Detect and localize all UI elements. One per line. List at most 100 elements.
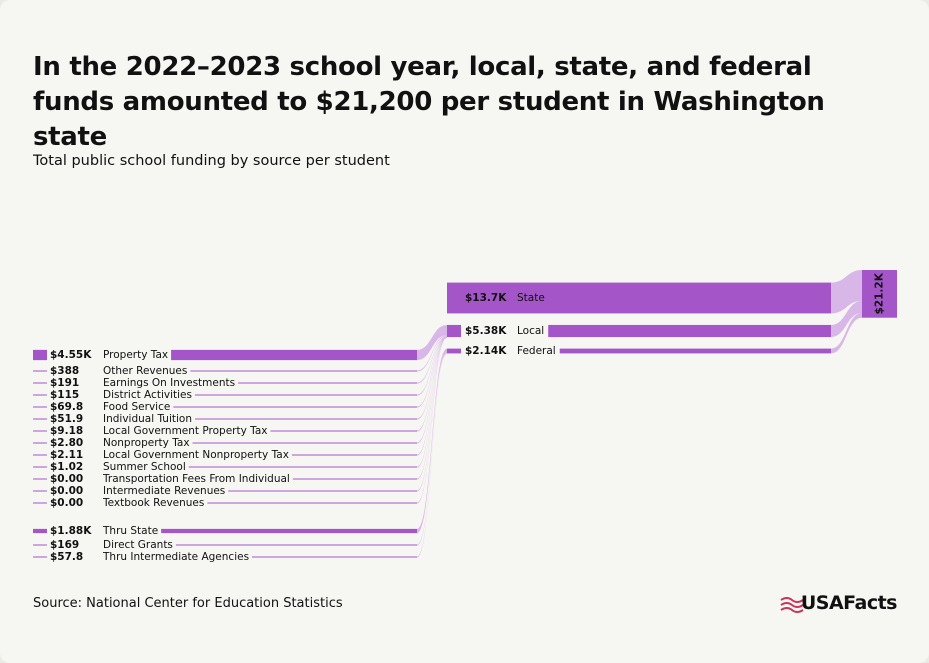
flow [417, 336, 447, 396]
child-value: $115 [50, 389, 79, 401]
child-name: District Activities [103, 389, 192, 401]
child-value: $57.8 [50, 551, 83, 563]
child-value: $0.00 [50, 473, 83, 485]
child-value: $9.18 [50, 425, 83, 437]
flow [417, 337, 447, 480]
child-value: $69.8 [50, 401, 83, 413]
group-name: Federal [517, 345, 556, 357]
group-name: State [517, 292, 545, 304]
child-name: Thru State [102, 525, 158, 537]
child-value: $1.88K [50, 525, 92, 537]
child-marker [33, 430, 47, 432]
child-marker [33, 528, 47, 534]
child-marker [33, 478, 47, 480]
total-label: $21.2K [874, 272, 886, 314]
child-value: $2.11 [50, 449, 83, 461]
child-marker [33, 466, 47, 468]
child-marker [33, 382, 47, 384]
group-name: Local [517, 325, 544, 337]
child-marker [33, 544, 47, 546]
flow [417, 337, 447, 504]
child-name: Local Government Nonproperty Tax [103, 449, 289, 461]
child-value: $191 [50, 377, 79, 389]
child-marker [33, 442, 47, 444]
child-bar [190, 370, 417, 372]
flow [417, 336, 447, 408]
flow [417, 353, 447, 558]
child-bar [171, 349, 417, 361]
flow [417, 348, 447, 534]
child-bar [292, 478, 417, 480]
child-bar [207, 502, 417, 504]
child-value: $1.02 [50, 461, 83, 473]
child-value: $0.00 [50, 485, 83, 497]
chart-title: In the 2022–2023 school year, local, sta… [33, 52, 825, 152]
child-marker [33, 394, 47, 396]
child-bar [192, 442, 417, 444]
flow [417, 337, 447, 468]
child-value: $388 [50, 365, 79, 377]
child-marker [33, 454, 47, 456]
group-value: $13.7K [465, 292, 507, 304]
flow [417, 337, 447, 432]
child-marker [33, 502, 47, 504]
group-marker [447, 348, 461, 354]
group-value: $5.38K [465, 325, 507, 337]
group-value: $2.14K [465, 345, 507, 357]
child-marker [33, 556, 47, 558]
flow [417, 324, 447, 361]
child-name: Direct Grants [103, 539, 173, 551]
brand-icon [780, 597, 804, 613]
child-value: $4.55K [50, 349, 92, 361]
child-marker [33, 490, 47, 492]
child-value: $0.00 [50, 497, 83, 509]
child-name: Intermediate Revenues [103, 485, 225, 497]
child-name: Individual Tuition [103, 413, 192, 425]
child-name: Food Service [103, 401, 170, 413]
child-name: Nonproperty Tax [103, 437, 190, 449]
flow [417, 336, 447, 420]
brand-logo: USAFacts [800, 592, 898, 614]
child-marker [33, 370, 47, 372]
child-name: Thru Intermediate Agencies [102, 551, 249, 563]
chart-subtitle: Total public school funding by source pe… [33, 153, 390, 169]
group-bar [559, 348, 831, 354]
child-marker [33, 349, 47, 361]
child-bar [270, 430, 417, 432]
child-bar [188, 466, 417, 468]
flow [417, 336, 447, 384]
child-name: Earnings On Investments [103, 377, 235, 389]
child-marker [33, 406, 47, 408]
flow [831, 270, 862, 314]
source-note: Source: National Center for Education St… [33, 596, 343, 611]
child-value: $2.80 [50, 437, 83, 449]
group-bar [447, 282, 831, 314]
child-name: Other Revenues [103, 365, 187, 377]
child-bar [252, 556, 417, 558]
child-bar [194, 418, 417, 420]
flow [831, 312, 862, 354]
child-bar [194, 394, 417, 396]
group-marker [447, 324, 461, 338]
child-marker [33, 418, 47, 420]
flow [417, 337, 447, 444]
child-name: Transportation Fees From Individual [102, 473, 290, 485]
child-value: $51.9 [50, 413, 83, 425]
flow [417, 352, 447, 546]
child-bar [238, 382, 417, 384]
child-name: Property Tax [103, 349, 168, 361]
child-bar [175, 544, 417, 546]
flow [417, 337, 447, 492]
child-bar [161, 528, 417, 534]
child-bar [173, 406, 417, 408]
total-node [862, 270, 897, 318]
child-name: Summer School [103, 461, 186, 473]
child-bar [291, 454, 417, 456]
child-name: Local Government Property Tax [103, 425, 267, 437]
flow [831, 300, 862, 338]
group-bar [548, 324, 831, 338]
child-value: $169 [50, 539, 79, 551]
flow [417, 337, 447, 456]
